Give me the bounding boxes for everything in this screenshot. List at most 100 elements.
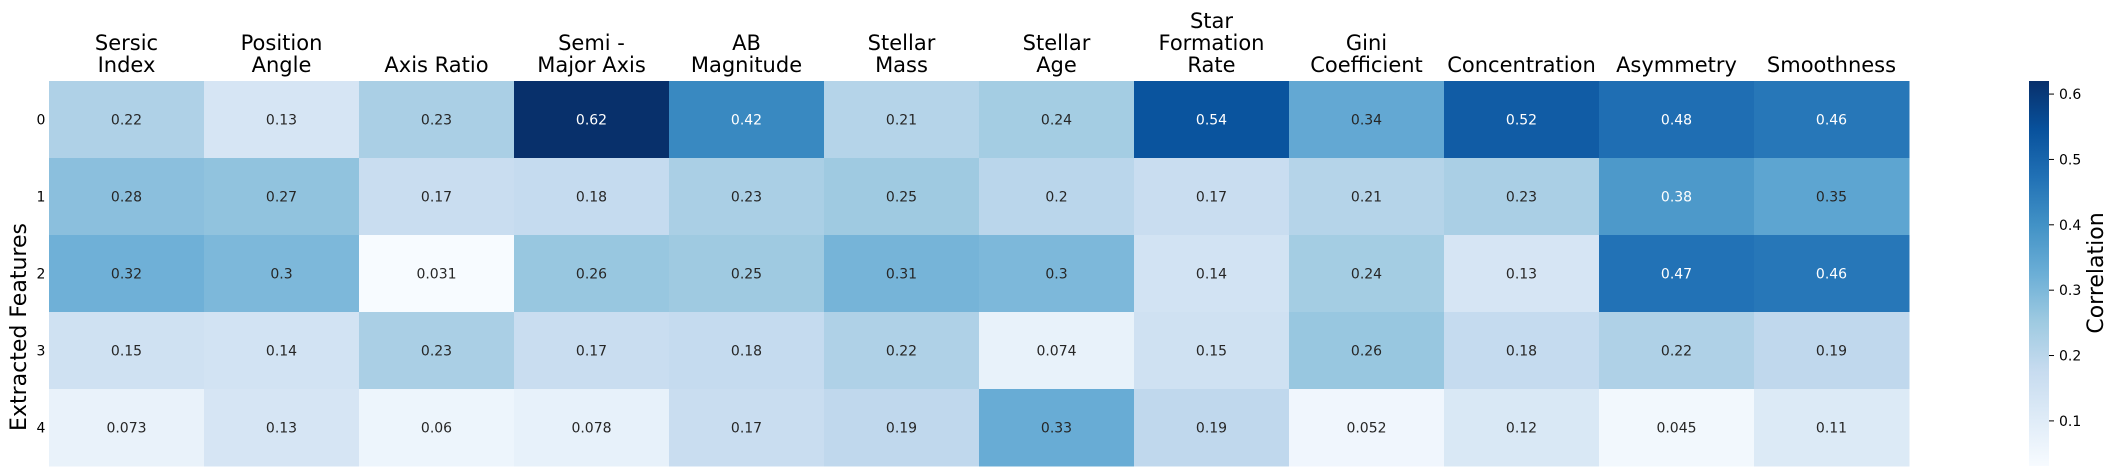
cell-value-label: 0.14 xyxy=(1196,267,1227,283)
column-label: Semi -Major Axis xyxy=(537,31,646,77)
column-label-line: Mass xyxy=(875,53,928,77)
colorbar-tick-label: 0.1 xyxy=(2059,414,2081,430)
heatmap-cell xyxy=(359,389,515,467)
cell-value-label: 0.24 xyxy=(1041,113,1072,129)
heatmap-cell xyxy=(359,158,515,236)
heatmap-cell xyxy=(1134,235,1290,313)
heatmap-cell xyxy=(49,81,205,159)
heatmap-cell xyxy=(49,312,205,390)
row-tick-label: 0 xyxy=(37,113,46,129)
column-label-line: Coefficient xyxy=(1310,53,1423,77)
column-label-line: Star xyxy=(1190,9,1233,33)
cell-value-label: 0.35 xyxy=(1816,190,1847,206)
colorbar-label: Correlation xyxy=(2084,212,2109,333)
heatmap-cell xyxy=(1754,235,1910,313)
heatmap-cell xyxy=(1599,235,1755,313)
row-tick-label: 1 xyxy=(37,190,46,206)
cell-value-label: 0.3 xyxy=(270,267,292,283)
column-label-line: Smoothness xyxy=(1767,53,1896,77)
cell-value-label: 0.42 xyxy=(731,113,762,129)
column-label-line: Asymmetry xyxy=(1616,53,1737,77)
heatmap-cell xyxy=(1444,81,1600,159)
cell-value-label: 0.54 xyxy=(1196,113,1227,129)
row-tick-labels: 0 1 2 3 4 xyxy=(37,113,46,437)
heatmap-cell xyxy=(1134,389,1290,467)
cell-value-label: 0.26 xyxy=(1351,344,1382,360)
cell-value-label: 0.12 xyxy=(1506,421,1537,437)
column-label: Stellar Mass xyxy=(868,31,936,77)
heatmap-cell xyxy=(824,312,980,390)
heatmap-cell xyxy=(824,235,980,313)
column-label-line: Sersic xyxy=(95,31,158,55)
cell-value-label: 0.25 xyxy=(886,190,917,206)
cell-value-label: 0.46 xyxy=(1816,267,1847,283)
cell-value-label: 0.52 xyxy=(1506,113,1537,129)
heatmap-cell xyxy=(204,81,360,159)
heatmap-cell xyxy=(1289,81,1445,159)
heatmap-cell xyxy=(1754,389,1910,467)
heatmap-cell xyxy=(359,81,515,159)
column-label-line: AB xyxy=(732,31,761,55)
cell-value-label: 0.24 xyxy=(1351,267,1382,283)
heatmap-cell xyxy=(204,389,360,467)
column-label-line: Semi - xyxy=(558,31,625,55)
cell-value-label: 0.23 xyxy=(421,344,452,360)
cell-value-label: 0.074 xyxy=(1036,344,1076,360)
column-label-line: Position xyxy=(241,31,323,55)
cell-value-label: 0.15 xyxy=(1196,344,1227,360)
cell-value-label: 0.46 xyxy=(1816,113,1847,129)
heatmap-cell xyxy=(514,389,670,467)
heatmap-cell xyxy=(824,389,980,467)
cell-value-label: 0.13 xyxy=(1506,267,1537,283)
heatmap-cell xyxy=(359,312,515,390)
cell-value-label: 0.22 xyxy=(1661,344,1692,360)
column-label-line: Stellar xyxy=(1023,31,1091,55)
cell-value-label: 0.2 xyxy=(1045,190,1067,206)
column-label-line: Gini xyxy=(1346,31,1387,55)
colorbar-ticks: 0.1 0.2 0.3 0.4 0.5 0.6 xyxy=(2049,87,2081,430)
column-label: Smoothness xyxy=(1767,53,1896,77)
cell-value-label: 0.23 xyxy=(731,190,762,206)
cell-value-label: 0.32 xyxy=(111,267,142,283)
cell-value-label: 0.3 xyxy=(1045,267,1067,283)
cell-value-label: 0.052 xyxy=(1346,421,1386,437)
heatmap-cell xyxy=(514,81,670,159)
column-label-line: Axis Ratio xyxy=(384,53,488,77)
cell-value-label: 0.23 xyxy=(1506,190,1537,206)
heatmap-cell xyxy=(1754,312,1910,390)
heatmap-cell xyxy=(669,158,825,236)
cell-value-label: 0.073 xyxy=(106,421,146,437)
cell-value-label: 0.21 xyxy=(1351,190,1382,206)
column-label: Axis Ratio xyxy=(384,53,488,77)
column-label-line: Major Axis xyxy=(537,53,646,77)
heatmap-cell xyxy=(824,158,980,236)
cell-value-label: 0.28 xyxy=(111,190,142,206)
heatmap-cell xyxy=(1754,81,1910,159)
row-tick-label: 4 xyxy=(37,421,46,437)
cell-value-label: 0.31 xyxy=(886,267,917,283)
heatmap-cell xyxy=(1444,158,1600,236)
heatmap-cell xyxy=(669,81,825,159)
cell-value-label: 0.045 xyxy=(1656,421,1696,437)
heatmap-cell xyxy=(49,389,205,467)
column-label-line: Formation xyxy=(1159,31,1265,55)
column-label-line: Angle xyxy=(252,53,312,77)
column-label-line: Index xyxy=(98,53,156,77)
heatmap-cell xyxy=(204,312,360,390)
heatmap-cell xyxy=(979,312,1135,390)
heatmap-cell xyxy=(669,235,825,313)
cell-value-label: 0.26 xyxy=(576,267,607,283)
cell-value-label: 0.19 xyxy=(886,421,917,437)
cell-value-label: 0.62 xyxy=(576,113,607,129)
cell-value-label: 0.15 xyxy=(111,344,142,360)
heatmap-cell xyxy=(1444,312,1600,390)
column-label-line: Concentration xyxy=(1447,53,1596,77)
heatmap-cell xyxy=(49,235,205,313)
heatmap-cell xyxy=(1289,235,1445,313)
column-label: Sersic Index xyxy=(95,31,158,77)
colorbar: 0.1 0.2 0.3 0.4 0.5 0.6 xyxy=(2029,81,2081,466)
cell-value-label: 0.19 xyxy=(1816,344,1847,360)
column-label: Stellar Age xyxy=(1023,31,1091,77)
column-label-line: Stellar xyxy=(868,31,936,55)
heatmap-cell xyxy=(1289,312,1445,390)
